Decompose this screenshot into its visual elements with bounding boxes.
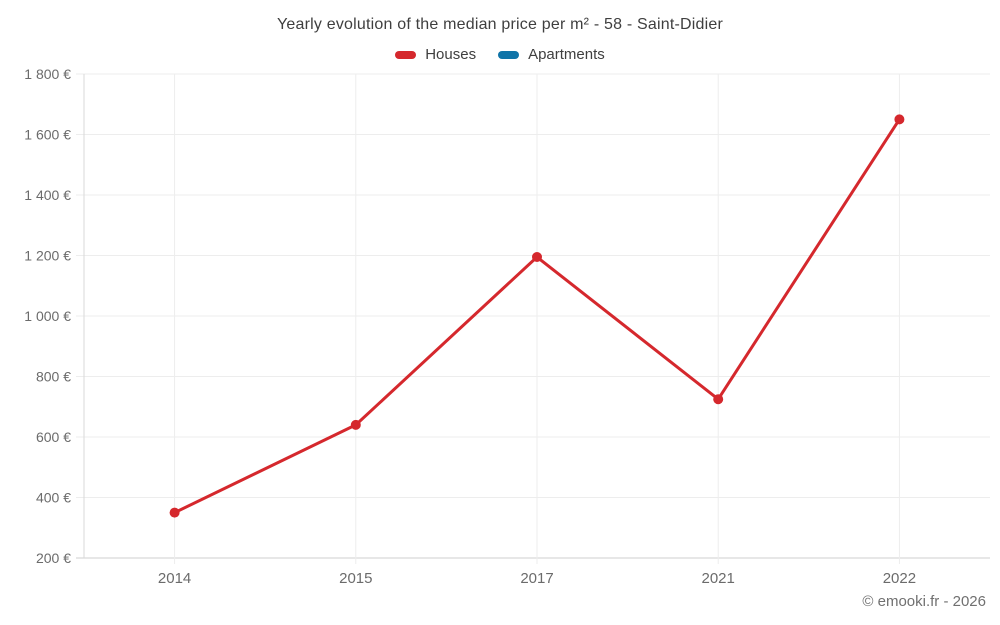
- apartments-series-swatch-icon: [498, 50, 520, 59]
- y-axis-tick-label: 600 €: [36, 429, 71, 445]
- y-axis-tick-label: 1 800 €: [24, 66, 71, 82]
- legend: Houses Apartments: [0, 46, 1000, 63]
- legend-item-houses[interactable]: Houses: [395, 46, 476, 63]
- copyright-footer: © emooki.fr - 2026: [862, 593, 986, 610]
- x-axis-tick-label: 2021: [702, 570, 735, 587]
- x-axis-tick-label: 2017: [520, 570, 553, 587]
- y-axis-tick-label: 800 €: [36, 369, 71, 385]
- y-axis-tick-label: 400 €: [36, 490, 71, 506]
- legend-label-apartments: Apartments: [528, 46, 605, 63]
- y-axis-tick-label: 1 400 €: [24, 187, 71, 203]
- houses-series-swatch-icon: [395, 50, 417, 59]
- y-axis-tick-label: 1 200 €: [24, 248, 71, 264]
- legend-item-apartments[interactable]: Apartments: [498, 46, 605, 63]
- data-point-houses-2021[interactable]: [713, 394, 724, 405]
- data-point-houses-2014[interactable]: [169, 507, 180, 518]
- x-axis-tick-label: 2022: [883, 570, 916, 587]
- y-axis-tick-label: 1 000 €: [24, 308, 71, 324]
- y-axis-tick-label: 200 €: [36, 550, 71, 566]
- legend-label-houses: Houses: [425, 46, 477, 63]
- y-axis-tick-label: 1 600 €: [24, 127, 71, 143]
- data-point-houses-2022[interactable]: [894, 114, 905, 125]
- chart-title: Yearly evolution of the median price per…: [277, 16, 723, 33]
- x-axis-tick-label: 2014: [158, 570, 191, 587]
- x-axis-tick-label: 2015: [339, 570, 372, 587]
- data-point-houses-2017[interactable]: [532, 252, 542, 263]
- data-point-houses-2015[interactable]: [350, 419, 361, 430]
